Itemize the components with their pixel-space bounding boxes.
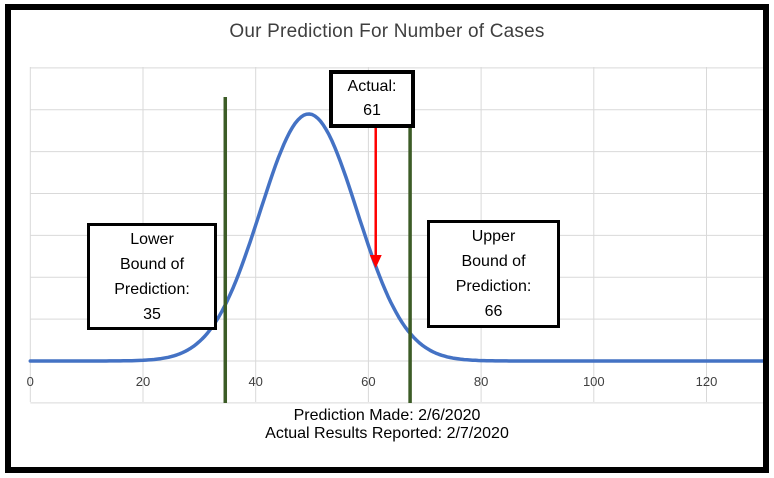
x-axis-tick-label: 20 bbox=[135, 374, 151, 389]
upper-bound-value: 66 bbox=[484, 303, 503, 320]
actual-value: 61 bbox=[363, 102, 381, 119]
chart-footer: Prediction Made: 2/6/2020 Actual Results… bbox=[0, 407, 774, 443]
x-axis-tick-label: 100 bbox=[582, 374, 605, 389]
actual-label: Actual: bbox=[347, 78, 397, 95]
lower-bound-annotation: Lower Bound of Prediction: 35 bbox=[87, 223, 217, 330]
actual-annotation: Actual: 61 bbox=[329, 70, 415, 128]
upper-bound-line-2: Bound of bbox=[461, 253, 526, 270]
actual-arrowhead-icon bbox=[369, 255, 382, 268]
bell-curve-path bbox=[28, 112, 765, 363]
lower-bound-line-3: Prediction: bbox=[114, 280, 190, 298]
lower-bound-value: 35 bbox=[143, 305, 161, 323]
footer-prediction-date: Prediction Made: 2/6/2020 bbox=[293, 407, 481, 424]
upper-bound-line-1: Upper bbox=[471, 228, 516, 245]
x-axis-tick-label: 120 bbox=[695, 374, 718, 389]
upper-bound-annotation: Upper Bound of Prediction: 66 bbox=[427, 220, 560, 328]
chart-title: Our Prediction For Number of Cases bbox=[229, 21, 545, 42]
upper-bound-line-3: Prediction: bbox=[455, 278, 532, 295]
footer-actual-date: Actual Results Reported: 2/7/2020 bbox=[265, 425, 509, 442]
x-axis-tick-label: 60 bbox=[361, 374, 376, 389]
x-axis-tick-label: 40 bbox=[248, 374, 263, 389]
x-axis-tick-label: 80 bbox=[473, 374, 489, 389]
lower-bound-line-2: Bound of bbox=[119, 255, 185, 273]
x-axis-tick-label: 0 bbox=[26, 374, 34, 389]
lower-bound-line-1: Lower bbox=[130, 230, 174, 248]
